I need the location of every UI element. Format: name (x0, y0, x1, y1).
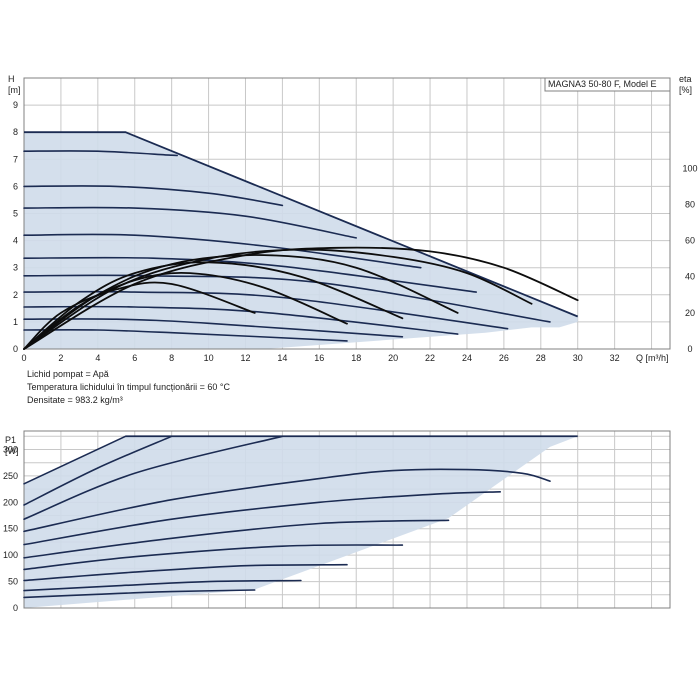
power-y-tick-label: 0 (13, 603, 18, 613)
efficiency-curve-6 (23, 281, 256, 350)
head-curve-7 (23, 290, 509, 330)
power-curve-6 (23, 519, 450, 559)
y-tick-label: 8 (13, 127, 18, 137)
y-tick-label: 6 (13, 181, 18, 191)
y-tick-label: 0 (13, 344, 18, 354)
power-operating-area (24, 436, 578, 608)
power-y-tick-label: 100 (3, 550, 18, 560)
x-tick-label: 26 (499, 353, 509, 363)
power-y-tick-label: 50 (8, 577, 18, 587)
y-tick-label: 4 (13, 236, 18, 246)
x-tick-label: 4 (95, 353, 100, 363)
power-curve-9 (23, 579, 302, 592)
operating-area (24, 132, 578, 349)
y-axis-label: H [m] (8, 74, 21, 95)
x-tick-label: 32 (610, 353, 620, 363)
y-tick-label: 5 (13, 209, 18, 219)
x-tick-label: 12 (240, 353, 250, 363)
y-tick-label: 1 (13, 317, 18, 327)
x-tick-label: 30 (573, 353, 583, 363)
y-tick-label: 9 (13, 100, 18, 110)
power-y-axis-label: P1 [W] (5, 435, 19, 456)
power-curve-5 (23, 491, 501, 546)
y2-tick-label: 100 (682, 163, 697, 173)
power-curve-1 (23, 435, 127, 485)
info-line-liquid: Lichid pompat = Apă (27, 369, 109, 379)
x-tick-label: 0 (21, 353, 26, 363)
power-y-tick-label: 300 (3, 444, 18, 454)
head-curve-2 (23, 185, 284, 207)
title-box (544, 77, 671, 92)
max-head-curve (24, 131, 579, 318)
y-tick-label: 3 (13, 263, 18, 273)
y2-tick-label: 80 (685, 199, 695, 209)
power-curve-3 (23, 435, 284, 520)
y-tick-label: 7 (13, 154, 18, 164)
power-curve-4 (23, 468, 551, 533)
x-tick-label: 8 (169, 353, 174, 363)
efficiency-curve-5 (23, 271, 348, 350)
power-curve-7 (23, 544, 404, 571)
y-tick-label: 2 (13, 290, 18, 300)
head-plot-frame (23, 77, 671, 350)
efficiency-curve-2 (23, 248, 533, 350)
x-tick-label: 22 (425, 353, 435, 363)
x-tick-label: 2 (58, 353, 63, 363)
x-tick-label: 18 (351, 353, 361, 363)
head-curve-1 (23, 150, 178, 157)
x-tick-label: 24 (462, 353, 472, 363)
info-line-temperature: Temperatura lichidului în timpul funcțio… (27, 382, 230, 392)
head-curve-6 (23, 274, 551, 323)
info-line-density: Densitate = 983.2 kg/m³ (27, 395, 123, 405)
power-y-tick-label: 250 (3, 471, 18, 481)
x-axis-label: Q [m³/h] (636, 353, 669, 363)
x-tick-label: 28 (536, 353, 546, 363)
head-curve-10 (23, 329, 348, 342)
chart-title: MAGNA3 50-80 F, Model E (548, 79, 657, 89)
power-curve-10 (23, 589, 256, 599)
head-curve-3 (23, 206, 357, 239)
efficiency-curve-1 (23, 246, 579, 350)
head-curve-5 (23, 256, 477, 293)
head-efficiency-chart: 0 2 4 6 8 10 12 14 16 18 20 22 24 26 28 30 3201234567890… (8, 74, 698, 363)
y2-axis-label: eta [%] (679, 74, 692, 95)
y2-tick-label: 0 (687, 344, 692, 354)
power-y-tick-label: 200 (3, 497, 18, 507)
x-tick-label: 14 (277, 353, 287, 363)
x-tick-label: 10 (204, 353, 214, 363)
head-curve-4 (23, 233, 422, 269)
y2-tick-label: 60 (685, 236, 695, 246)
x-tick-label: 6 (132, 353, 137, 363)
power-curve-8 (23, 563, 348, 582)
x-tick-label: 16 (314, 353, 324, 363)
y2-tick-label: 40 (685, 272, 695, 282)
y2-tick-label: 20 (685, 308, 695, 318)
power-curve-2 (23, 435, 173, 506)
power-y-tick-label: 150 (3, 524, 18, 534)
x-tick-label: 20 (388, 353, 398, 363)
